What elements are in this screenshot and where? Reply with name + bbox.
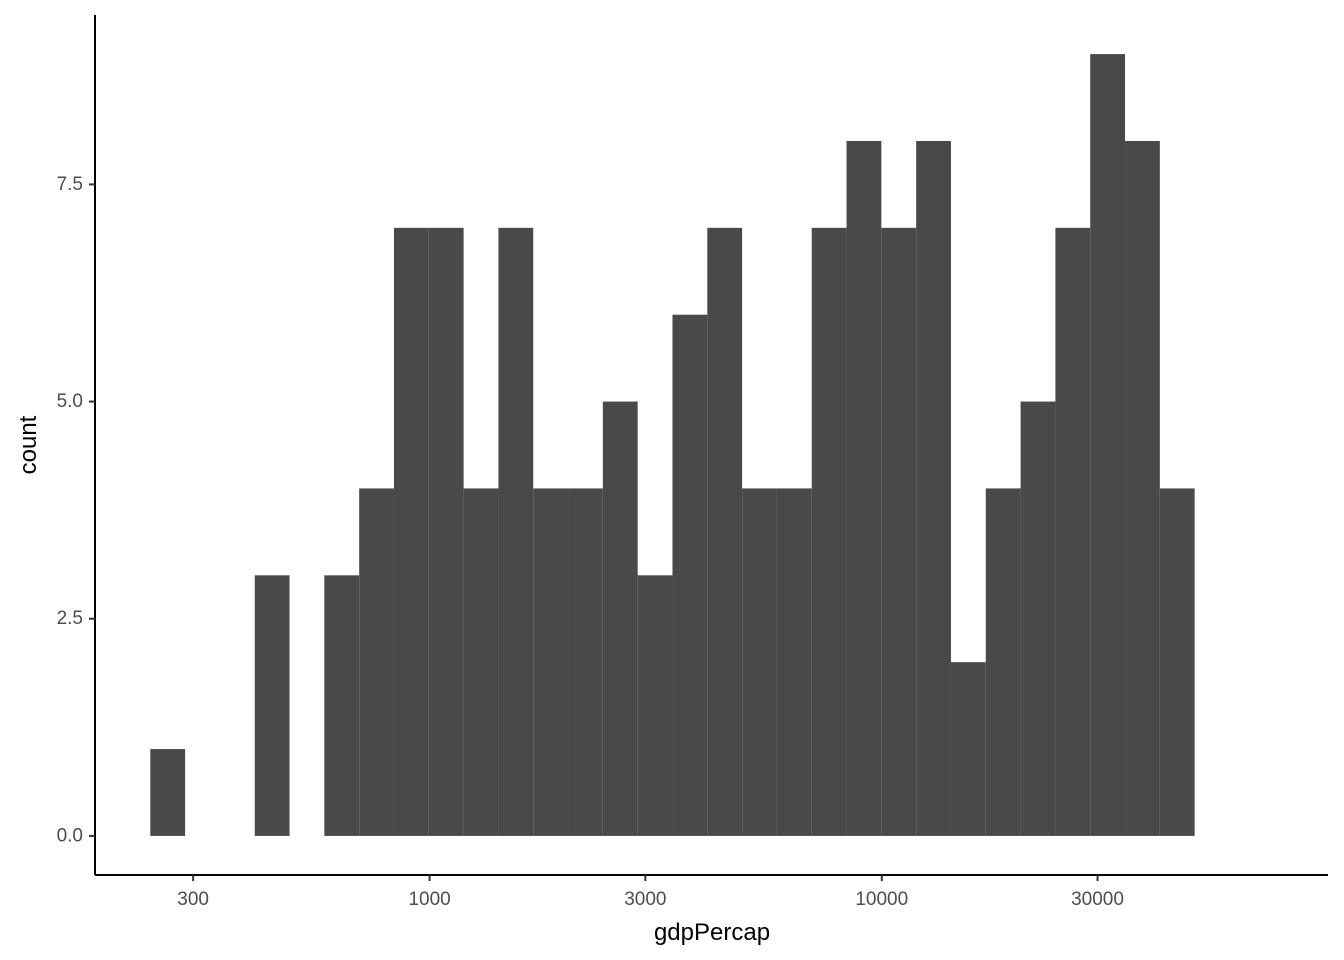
x-tick-label: 30000	[1071, 889, 1124, 910]
histogram-bar	[811, 227, 847, 836]
y-axis-title: count	[15, 415, 42, 474]
x-tick-label: 10000	[855, 889, 908, 910]
y-tick-label: 7.5	[57, 174, 83, 195]
histogram-bar	[881, 227, 917, 836]
histogram-bar	[950, 662, 986, 836]
histogram-bar	[672, 314, 708, 836]
y-tick-label: 2.5	[57, 608, 83, 629]
histogram-bar	[707, 227, 743, 836]
histogram-bar	[1055, 227, 1091, 836]
histogram-bar	[150, 749, 186, 836]
histogram-bar	[359, 488, 394, 836]
histogram-bar	[393, 227, 429, 836]
histogram-bar	[602, 401, 638, 836]
x-tick-label: 3000	[624, 889, 666, 910]
histogram-bar	[463, 488, 499, 836]
histogram-bars	[150, 54, 1195, 836]
histogram-bar	[637, 575, 673, 836]
x-tick-label: 300	[177, 889, 209, 910]
x-axis-title: gdpPercap	[654, 919, 770, 946]
x-axis: 300 1000 3000 10000 30000	[95, 874, 1328, 910]
histogram-bar	[916, 140, 951, 836]
y-tick-label: 0.0	[57, 825, 83, 846]
y-tick-label: 5.0	[57, 391, 83, 412]
histogram-bar	[1159, 488, 1195, 836]
histogram-bar	[1020, 401, 1056, 836]
histogram-bar	[533, 488, 569, 836]
histogram-bar	[985, 488, 1021, 836]
histogram-bar	[742, 488, 777, 836]
histogram-bar	[428, 227, 464, 836]
y-axis: 0.0 2.5 5.0 7.5	[57, 15, 96, 875]
histogram-bar	[1125, 140, 1160, 836]
histogram-bar	[254, 575, 290, 836]
x-tick-label: 1000	[408, 889, 450, 910]
histogram-bar	[846, 140, 882, 836]
histogram-bar	[568, 488, 603, 836]
histogram-bar	[1090, 54, 1126, 836]
histogram-bar	[776, 488, 812, 836]
histogram-bar	[498, 227, 534, 836]
histogram-bar	[324, 575, 360, 836]
